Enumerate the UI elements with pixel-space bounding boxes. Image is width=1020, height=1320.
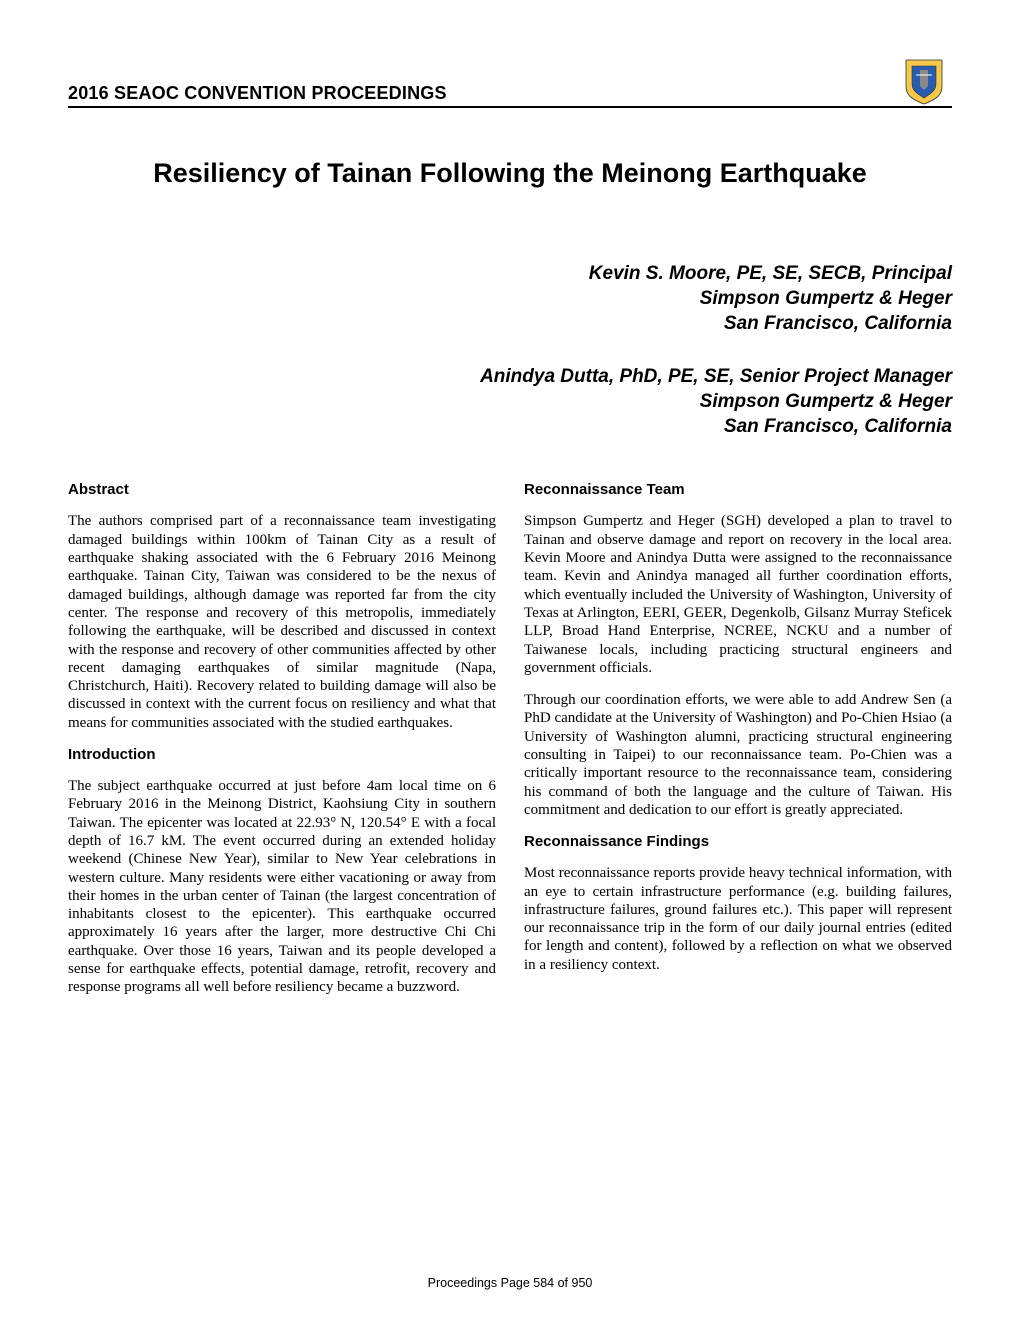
team-paragraph-1: Simpson Gumpertz and Heger (SGH) develop… <box>524 512 952 677</box>
team-paragraph-2: Through our coordination efforts, we wer… <box>524 691 952 819</box>
author-name: Kevin S. Moore, PE, SE, SECB, Principal <box>68 261 952 286</box>
paper-title: Resiliency of Tainan Following the Meino… <box>68 158 952 189</box>
findings-heading: Reconnaissance Findings <box>524 833 952 850</box>
seaoc-logo <box>896 56 952 108</box>
left-column: Abstract The authors comprised part of a… <box>68 481 496 1010</box>
author-affiliation: Simpson Gumpertz & Heger <box>68 286 952 311</box>
introduction-heading: Introduction <box>68 746 496 763</box>
author-location: San Francisco, California <box>68 414 952 439</box>
team-heading: Reconnaissance Team <box>524 481 952 498</box>
author-affiliation: Simpson Gumpertz & Heger <box>68 389 952 414</box>
header-row: 2016 SEAOC CONVENTION PROCEEDINGS <box>68 56 952 108</box>
right-column: Reconnaissance Team Simpson Gumpertz and… <box>524 481 952 1010</box>
page-footer: Proceedings Page 584 of 950 <box>0 1276 1020 1290</box>
author-name: Anindya Dutta, PhD, PE, SE, Senior Proje… <box>68 364 952 389</box>
abstract-paragraph: The authors comprised part of a reconnai… <box>68 512 496 732</box>
author-1: Kevin S. Moore, PE, SE, SECB, Principal … <box>68 261 952 336</box>
findings-paragraph: Most reconnaissance reports provide heav… <box>524 864 952 974</box>
abstract-heading: Abstract <box>68 481 496 498</box>
introduction-paragraph: The subject earthquake occurred at just … <box>68 777 496 997</box>
author-2: Anindya Dutta, PhD, PE, SE, Senior Proje… <box>68 364 952 439</box>
proceedings-title: 2016 SEAOC CONVENTION PROCEEDINGS <box>68 83 447 104</box>
two-column-body: Abstract The authors comprised part of a… <box>68 481 952 1010</box>
author-location: San Francisco, California <box>68 311 952 336</box>
authors-block: Kevin S. Moore, PE, SE, SECB, Principal … <box>68 261 952 439</box>
